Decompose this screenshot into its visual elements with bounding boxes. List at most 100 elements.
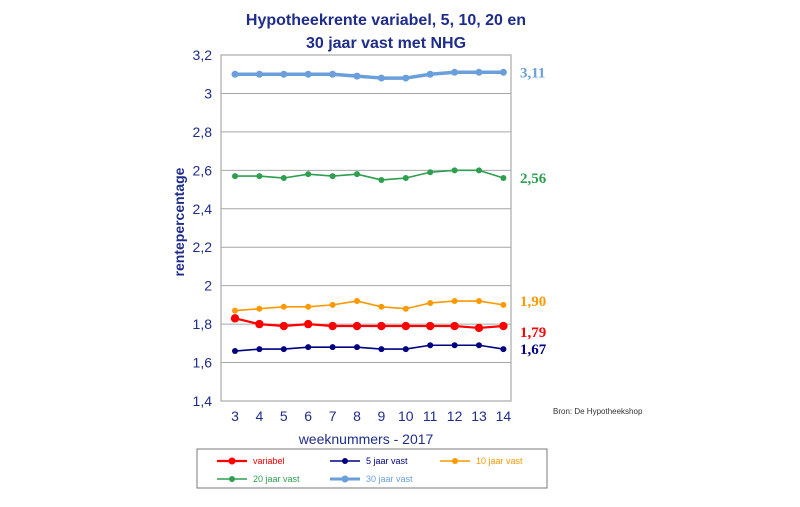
- data-point: [451, 298, 458, 305]
- end-value-label: 2,56: [520, 171, 547, 187]
- legend-marker: [342, 458, 348, 464]
- x-axis-label: weeknummers - 2017: [298, 431, 434, 447]
- data-point: [378, 346, 385, 353]
- data-point: [304, 70, 312, 78]
- chart-title-line2: 30 jaar vast met NHG: [306, 35, 466, 52]
- y-tick-label: 2,4: [193, 201, 213, 217]
- series-line: [234, 300, 504, 312]
- series-5-jaar-vast: [232, 342, 507, 355]
- end-labels: 1,791,67 1,90 2,56 3,11: [520, 65, 547, 358]
- data-point: [377, 321, 386, 331]
- legend-marker: [341, 475, 349, 483]
- legend-label: 10 jaar vast: [476, 456, 523, 466]
- data-point: [305, 171, 312, 178]
- y-tick-label: 3,2: [193, 47, 213, 63]
- series-line: [235, 70, 504, 80]
- series-20-jaar-vast: [232, 167, 507, 183]
- data-point: [426, 70, 434, 78]
- x-tick-label: 9: [378, 408, 386, 424]
- data-point: [476, 298, 482, 305]
- x-tick-label: 14: [496, 408, 512, 424]
- data-point: [305, 303, 312, 310]
- y-tick-label: 1,6: [193, 355, 213, 371]
- data-point: [232, 307, 238, 314]
- y-tick-label: 2,6: [193, 162, 213, 178]
- data-point: [230, 314, 240, 323]
- y-axis-label: rentepercentage: [171, 167, 187, 276]
- x-tick-label: 7: [329, 408, 337, 424]
- data-point: [329, 70, 337, 78]
- x-tick-label: 5: [280, 408, 288, 424]
- data-point: [255, 319, 264, 329]
- series-line: [234, 344, 504, 352]
- data-point: [427, 342, 434, 349]
- series-line: [235, 169, 504, 181]
- data-point: [304, 319, 313, 329]
- legend-items: variabel 5 jaar vast 10 jaar vast 20 jaar v…: [217, 456, 523, 484]
- legend-marker: [452, 458, 458, 464]
- y-tick-label: 1,4: [193, 393, 213, 409]
- data-point: [451, 167, 458, 174]
- data-point: [500, 175, 507, 182]
- data-point: [329, 344, 336, 351]
- data-point: [402, 175, 409, 182]
- x-tick-label: 13: [471, 408, 487, 424]
- data-point: [476, 167, 482, 174]
- data-point: [450, 321, 459, 331]
- data-point: [451, 68, 459, 76]
- data-point: [305, 344, 312, 351]
- plot-area: [220, 54, 512, 402]
- legend-label: 20 jaar vast: [253, 474, 300, 484]
- data-point: [329, 301, 336, 308]
- series-10-jaar-vast: [232, 298, 507, 314]
- data-point: [353, 72, 361, 80]
- data-point: [474, 323, 484, 333]
- series-30-jaar-vast: [231, 68, 507, 82]
- data-point: [475, 68, 483, 76]
- data-point: [378, 176, 385, 183]
- x-tick-label: 6: [304, 408, 312, 424]
- legend-item: 10 jaar vast: [440, 456, 523, 466]
- data-point: [255, 70, 263, 78]
- data-point: [232, 348, 238, 355]
- data-point: [280, 303, 287, 310]
- legend-label: variabel: [253, 456, 285, 466]
- data-point: [354, 171, 360, 178]
- data-point: [232, 173, 238, 180]
- legend: [196, 448, 548, 489]
- y-tick-label: 3: [204, 85, 212, 101]
- legend-item: variabel: [217, 456, 285, 466]
- data-point: [354, 344, 360, 351]
- legend-marker: [229, 476, 235, 482]
- data-point: [500, 346, 507, 353]
- legend-item: 30 jaar vast: [330, 474, 413, 484]
- x-tick-label: 10: [398, 408, 414, 424]
- data-point: [500, 301, 507, 308]
- data-point: [499, 321, 508, 331]
- data-point: [280, 70, 288, 78]
- source-note: Bron: De Hypotheekshop: [553, 407, 643, 416]
- legend-label: 5 jaar vast: [366, 456, 408, 466]
- x-tick-labels: 3 4 5 6 7 8 9 10 11 12 13 14: [231, 408, 511, 424]
- chart-title-line1: Hypotheekrente variabel, 5, 10, 20 en: [246, 12, 526, 29]
- data-point: [256, 346, 263, 353]
- y-tick-labels: 1,4 1,6 1,8 2 2,2 2,4 2,6 2,8 3 3,2: [193, 47, 213, 409]
- data-point: [401, 321, 410, 331]
- data-point: [231, 70, 239, 78]
- data-point: [426, 321, 435, 331]
- data-point: [256, 305, 263, 312]
- series-variabel: [230, 314, 508, 333]
- legend-label: 30 jaar vast: [366, 474, 413, 484]
- data-point: [402, 74, 410, 82]
- data-point: [280, 346, 287, 353]
- end-value-label: 1,67: [520, 342, 547, 358]
- y-tick-label: 2,8: [193, 124, 213, 140]
- data-point: [427, 299, 434, 306]
- data-point: [328, 321, 337, 331]
- end-value-label: 3,11: [520, 65, 545, 81]
- series-group: [230, 68, 508, 355]
- end-value-label: 1,90: [520, 294, 546, 310]
- legend-item: 5 jaar vast: [330, 456, 408, 466]
- x-tick-label: 11: [423, 408, 438, 424]
